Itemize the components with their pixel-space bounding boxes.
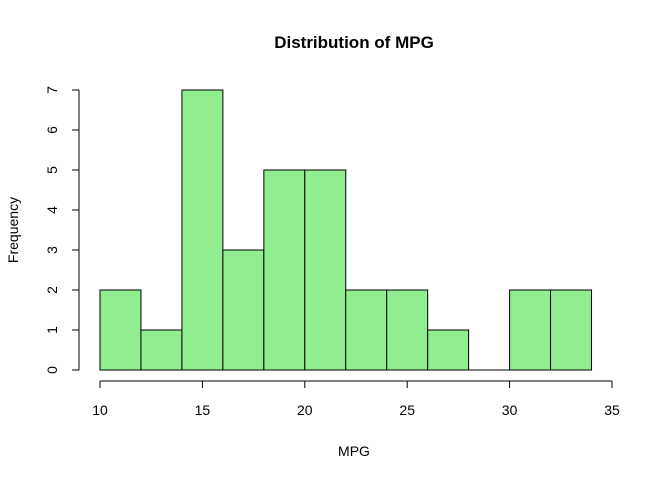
histogram-bar [386, 289, 429, 371]
histogram-bar [99, 289, 142, 371]
y-tick-label: 3 [44, 246, 60, 254]
y-tick-label: 4 [44, 206, 60, 214]
histogram-bar [304, 169, 347, 371]
x-tick-label: 25 [399, 402, 415, 418]
histogram-bar [140, 329, 183, 371]
histogram-bar [222, 249, 265, 371]
y-tick-label: 1 [44, 326, 60, 334]
y-axis-label: Frequency [5, 197, 21, 263]
x-tick-label: 30 [502, 402, 518, 418]
chart-title: Distribution of MPG [274, 33, 434, 52]
histogram-bar [181, 89, 224, 371]
y-tick-label: 2 [44, 286, 60, 294]
histogram-bar [509, 289, 552, 371]
y-tick-label: 5 [44, 166, 60, 174]
y-tick-label: 0 [44, 366, 60, 374]
x-tick-label: 10 [92, 402, 108, 418]
x-axis: 10 15 20 25 30 35 [92, 380, 620, 418]
y-tick-label: 6 [44, 126, 60, 134]
bars-group [99, 89, 593, 371]
y-tick-label: 7 [44, 86, 60, 94]
histogram-bar [263, 169, 306, 371]
x-axis-label: MPG [338, 443, 370, 459]
x-tick-label: 35 [604, 402, 620, 418]
x-tick-label: 15 [195, 402, 211, 418]
y-axis: 0 1 2 3 4 5 6 7 [44, 86, 80, 374]
histogram-bar [427, 329, 470, 371]
histogram-bar [550, 289, 593, 371]
histogram-bar [345, 289, 388, 371]
x-tick-label: 20 [297, 402, 313, 418]
